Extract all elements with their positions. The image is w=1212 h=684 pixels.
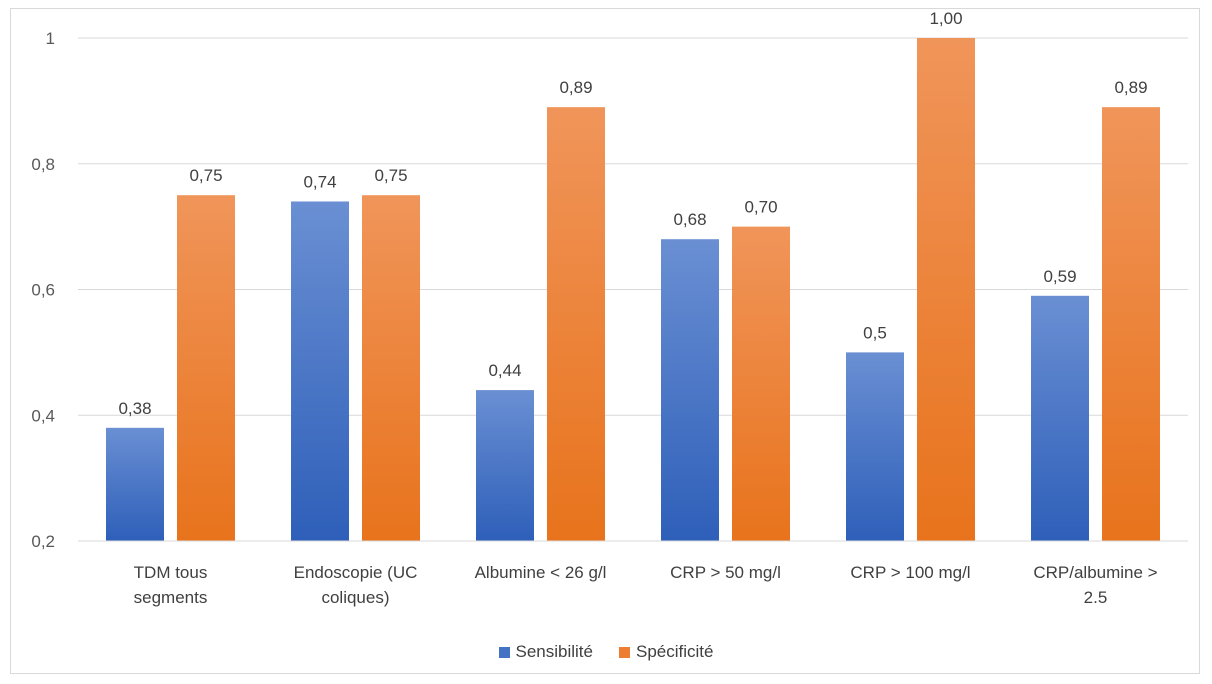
bar-specificite: [362, 195, 420, 541]
y-tick-label: 1: [46, 29, 55, 48]
x-category-label-line: segments: [134, 588, 208, 607]
data-label: 0,74: [303, 172, 336, 191]
data-label: 1,00: [929, 9, 962, 28]
x-category-label-line: CRP/albumine >: [1033, 563, 1157, 582]
bar-sensibilite: [1031, 295, 1089, 541]
x-category-label-line: Endoscopie (UC: [294, 563, 418, 582]
bar-sensibilite: [846, 352, 904, 541]
y-tick-label: 0,4: [31, 406, 55, 425]
y-tick-label: 0,6: [31, 281, 55, 300]
y-tick-label: 0,8: [31, 155, 55, 174]
bar-specificite: [732, 226, 790, 541]
bar-sensibilite: [476, 390, 534, 541]
data-label: 0,68: [673, 210, 706, 229]
x-category-label-line: TDM tous: [134, 563, 208, 582]
bar-specificite: [547, 107, 605, 541]
legend-swatch-specificite: [619, 646, 630, 658]
bar-sensibilite: [106, 427, 164, 541]
data-label: 0,89: [559, 78, 592, 97]
x-category-label: CRP/albumine > 2.5: [1033, 563, 1157, 607]
x-category-label: CRP > 50 mg/l: [670, 563, 781, 582]
x-category-label-line: Albumine < 26 g/l: [475, 563, 607, 582]
data-label: 0,44: [488, 361, 521, 380]
legend-label-sensibilite: Sensibilité: [515, 642, 594, 661]
bar-specificite: [1102, 107, 1160, 541]
x-category-label: TDM tous segments: [134, 563, 208, 607]
x-category-label-line: 2.5: [1084, 588, 1108, 607]
bar-sensibilite: [661, 239, 719, 541]
data-label: 0,89: [1114, 78, 1147, 97]
data-label: 0,59: [1043, 267, 1076, 286]
x-category-label-line: coliques): [321, 588, 389, 607]
data-label: 0,38: [118, 399, 151, 418]
bar-sensibilite: [291, 201, 349, 541]
x-category-label-line: CRP > 50 mg/l: [670, 563, 781, 582]
bar-specificite: [917, 38, 975, 541]
legend-label-specificite: Spécificité: [636, 642, 714, 661]
data-label: 0,5: [863, 323, 887, 342]
x-category-label: CRP > 100 mg/l: [850, 563, 970, 582]
x-category-label: Albumine < 26 g/l: [475, 563, 607, 582]
data-label: 0,75: [374, 166, 407, 185]
bar-specificite: [177, 195, 235, 541]
x-category-label-line: CRP > 100 mg/l: [850, 563, 970, 582]
y-tick-label: 0,2: [31, 532, 55, 551]
data-label: 0,75: [189, 166, 222, 185]
legend-item-sensibilite: Sensibilité: [498, 642, 594, 662]
legend: Sensibilité Spécificité: [0, 642, 1212, 662]
data-label: 0,70: [744, 198, 777, 217]
legend-item-specificite: Spécificité: [619, 642, 713, 662]
x-category-label: Endoscopie (UC coliques): [294, 563, 418, 607]
legend-swatch-sensibilite: [498, 646, 510, 658]
